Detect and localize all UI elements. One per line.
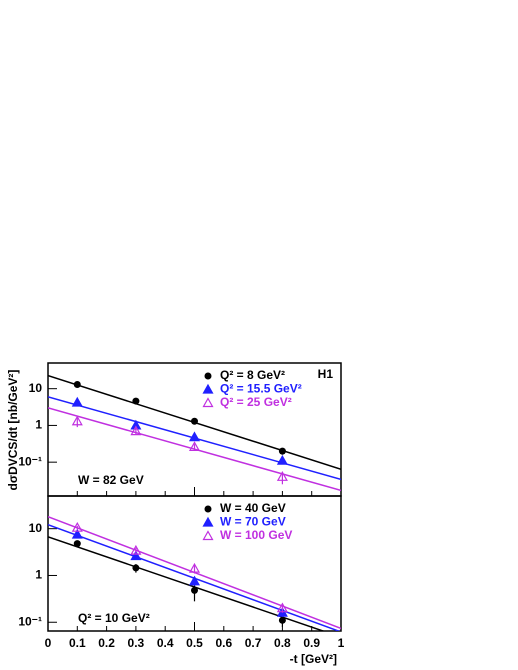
annotation: Q² = 10 GeV² [78,611,150,625]
point [130,425,142,436]
point [71,396,83,407]
legend-label: W = 100 GeV [220,528,292,542]
legend-label: Q² = 25 GeV² [220,395,292,409]
point [73,540,81,548]
y-tick-label: 1 [35,568,42,582]
point [188,575,201,586]
point [188,431,201,442]
point [202,383,214,394]
x-tick-label: 0.4 [157,636,174,650]
x-tick-label: 0.9 [303,636,320,650]
point [71,415,83,426]
point [130,544,142,555]
point [71,521,83,532]
point [202,530,214,541]
point [130,550,142,561]
point [276,471,288,481]
x-tick-label: 1 [338,636,345,650]
x-axis-label: -t [GeV²] [290,652,337,666]
point [132,564,140,572]
y-tick-label: 10 [29,381,43,395]
y-tick-label: 10⁻¹ [18,454,42,468]
x-tick-label: 0.7 [245,636,262,650]
legend-label: Q² = 15.5 GeV² [220,382,302,396]
logo: H1 [318,367,334,381]
point [204,372,212,380]
legend-label: W = 40 GeV [220,501,286,515]
point [276,602,288,613]
point [188,441,201,452]
x-tick-label: 0.3 [128,636,145,650]
x-tick-label: 0.1 [69,636,86,650]
point [73,380,81,388]
y-tick-label: 10 [29,521,43,535]
x-tick-label: 0.5 [186,636,203,650]
plot-area [48,374,341,492]
legend-label: W = 70 GeV [220,515,286,529]
x-tick-label: 0.2 [98,636,115,650]
y-axis-label: dσDVCS/dt [nb/GeV²] [6,370,20,491]
point [191,417,198,425]
x-tick-label: 0 [45,636,52,650]
y-tick-label: 10⁻¹ [18,614,42,628]
point [132,397,140,405]
legend-label: Q² = 8 GeV² [220,368,285,382]
y-tick-label: 1 [35,418,42,432]
point [202,516,214,527]
point [204,505,212,513]
annotation: W = 82 GeV [78,473,144,487]
point [71,528,83,539]
x-tick-label: 0.6 [215,636,232,650]
x-tick-label: 0.8 [274,636,291,650]
point [276,454,288,465]
plot-area [48,516,341,631]
point [278,447,286,455]
point [202,397,214,408]
point [191,586,198,594]
point [278,616,286,624]
point [188,562,201,573]
